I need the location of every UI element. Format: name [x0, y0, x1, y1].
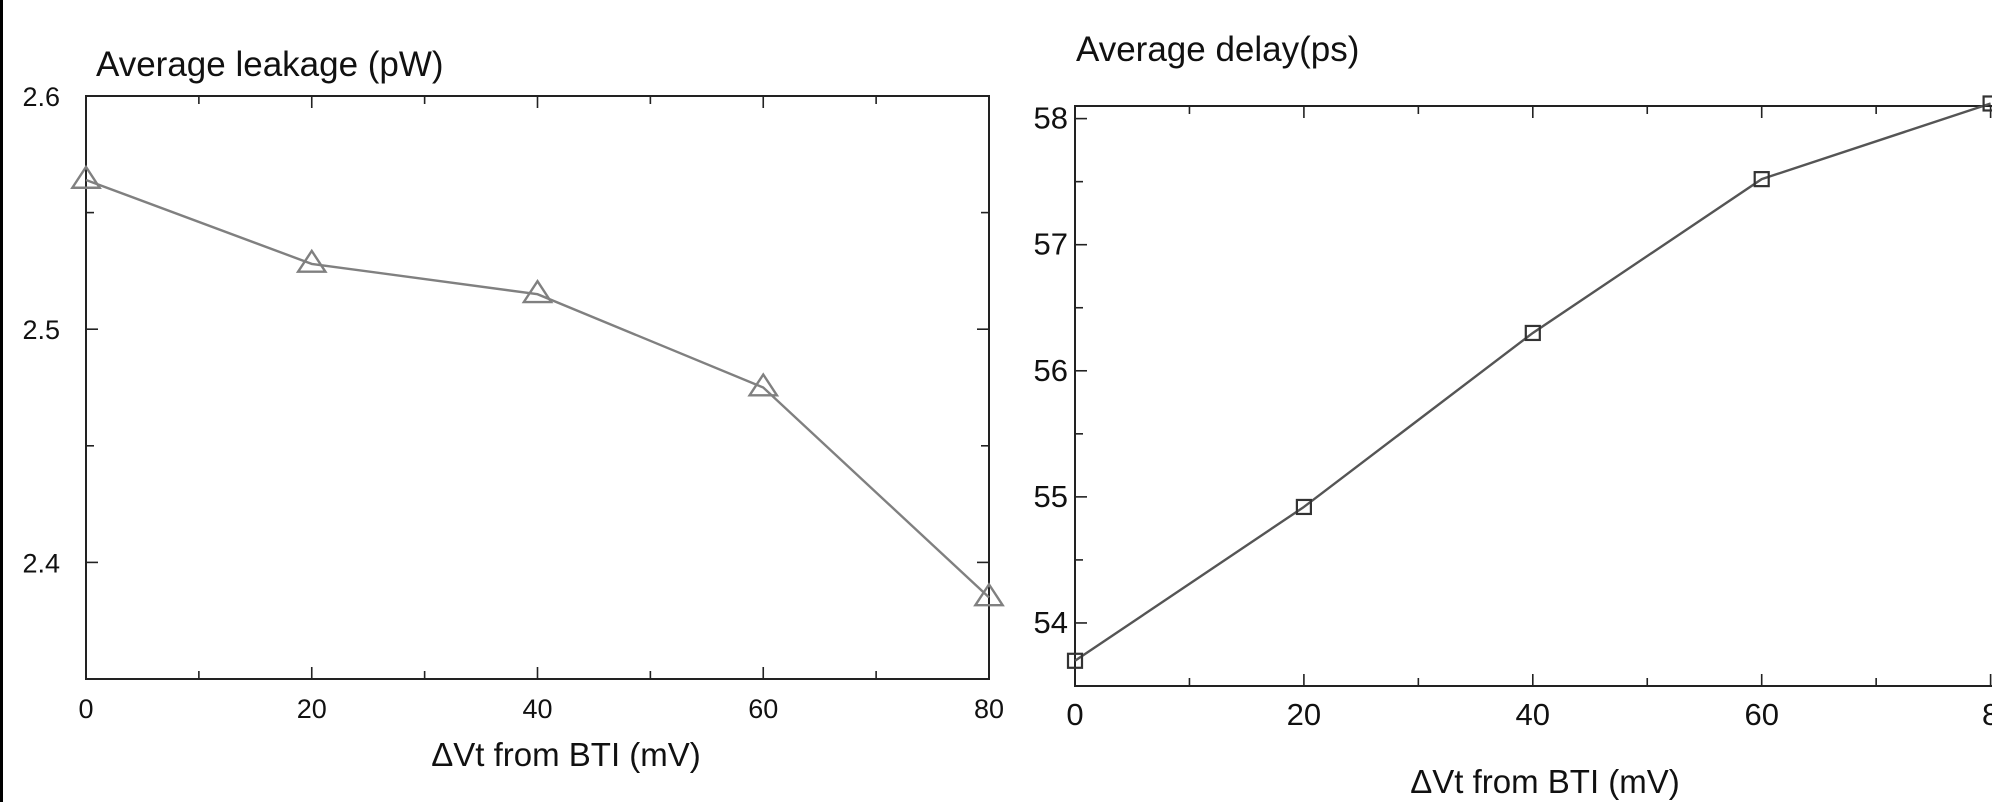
- delay-y-tick-label: 58: [1034, 101, 1068, 136]
- delay-y-tick-label: 55: [1034, 479, 1068, 514]
- delay-x-tick-label: 8: [1982, 697, 1992, 732]
- delay-data-point: [1982, 95, 1992, 112]
- leakage-x-tick-label: 0: [78, 694, 93, 724]
- delay-y-tick-label: 54: [1034, 605, 1068, 640]
- leakage-axis-ticks: 0 20 40 60 80 2.4 2.5 2.6: [22, 82, 1004, 724]
- delay-y-tick-label: 56: [1034, 353, 1068, 388]
- leakage-data-point: [973, 582, 1005, 607]
- leakage-data-point: [521, 279, 554, 304]
- leakage-series-line: [85, 178, 990, 599]
- delay-x-axis-label: ΔVt from BTI (mV): [1410, 763, 1680, 800]
- delay-series: [1066, 95, 1992, 669]
- delay-y-tick-label: 57: [1034, 227, 1068, 262]
- leakage-plot-frame: [85, 95, 990, 680]
- delay-chart-title: Average delay(ps): [1076, 30, 1359, 69]
- leakage-x-axis-label: ΔVt from BTI (mV): [431, 736, 701, 773]
- leakage-x-tick-label: 60: [748, 694, 778, 724]
- delay-chart: Average delay(ps) 0 20 40 60 8 54 55 56 57 58 ΔVt…: [1034, 30, 1992, 800]
- delay-x-tick-label: 40: [1516, 697, 1550, 732]
- leakage-x-tick-label: 40: [522, 694, 552, 724]
- leakage-data-point: [747, 372, 780, 397]
- leakage-y-tick-label: 2.4: [22, 548, 60, 578]
- delay-data-point: [1753, 171, 1770, 188]
- leakage-data-point: [295, 248, 328, 273]
- delay-x-tick-label: 60: [1744, 697, 1778, 732]
- delay-axis-ticks: 0 20 40 60 8 54 55 56 57 58: [1034, 101, 1992, 732]
- leakage-y-tick-label: 2.6: [22, 82, 60, 112]
- leakage-data-point: [70, 164, 102, 189]
- delay-x-tick-label: 20: [1287, 697, 1321, 732]
- leakage-series: [70, 164, 1005, 607]
- leakage-chart-title: Average leakage (pW): [96, 45, 444, 84]
- delay-x-tick-label: 0: [1066, 697, 1083, 732]
- leakage-y-tick-label: 2.5: [22, 315, 60, 345]
- leakage-x-tick-label: 20: [297, 694, 327, 724]
- delay-data-point: [1066, 652, 1084, 669]
- delay-series-line: [1074, 102, 1991, 662]
- leakage-x-tick-label: 80: [974, 694, 1004, 724]
- left-edge-bar: [0, 0, 3, 802]
- delay-data-point: [1295, 498, 1313, 516]
- delay-data-point: [1524, 324, 1541, 342]
- leakage-chart: Average leakage (pW) 0 20 40 60 802.42.52.6 …: [22, 45, 1005, 773]
- delay-plot-frame: [1074, 105, 1992, 687]
